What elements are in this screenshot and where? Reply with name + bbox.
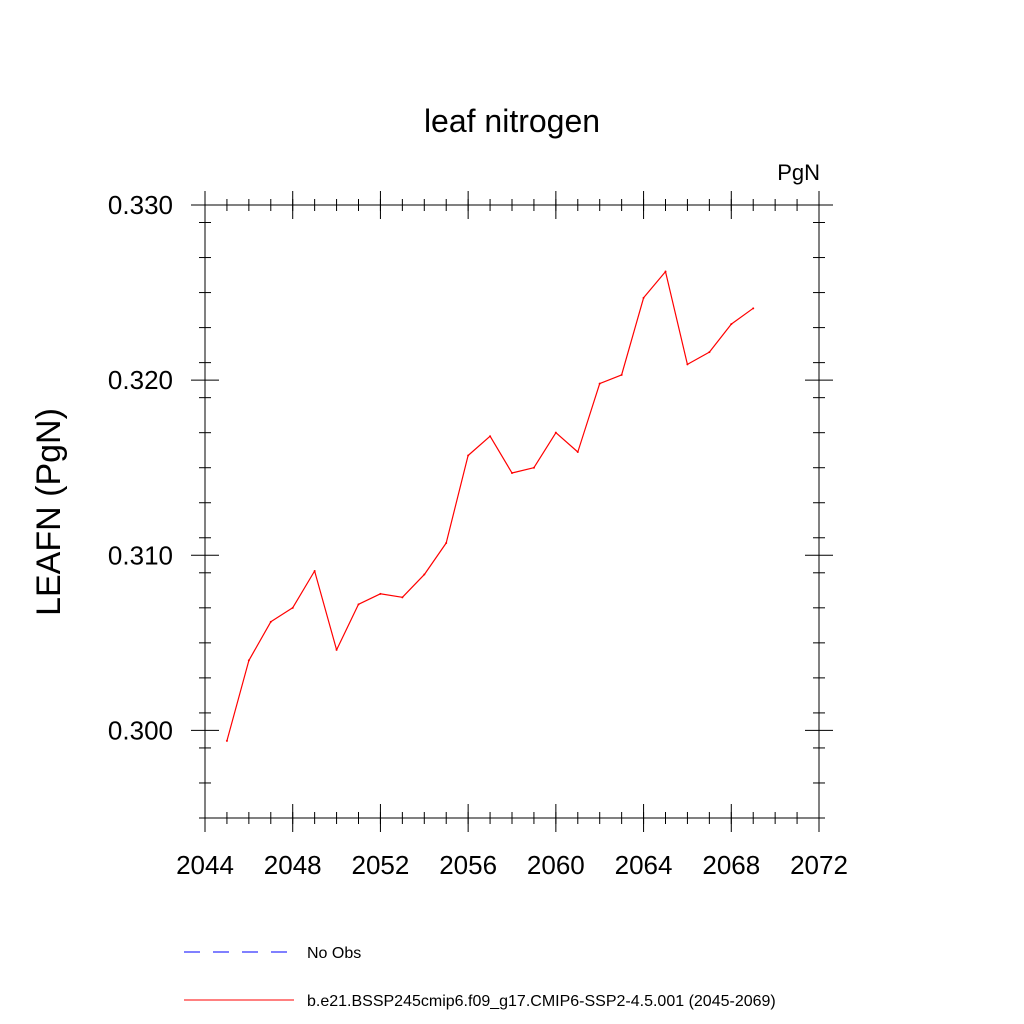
x-tick-labels: 2044 2048 2052 2056 2060 2064 2068 2072 xyxy=(176,850,848,880)
series-point xyxy=(467,454,470,457)
series-point xyxy=(576,450,579,453)
x-tick-label: 2052 xyxy=(352,850,410,880)
series-point xyxy=(335,648,338,651)
series-point xyxy=(247,659,250,662)
series-point xyxy=(730,323,733,326)
y-tick-label: 0.330 xyxy=(108,190,173,220)
plot-area-border xyxy=(204,204,820,819)
series-point xyxy=(313,570,316,573)
series-point xyxy=(686,363,689,366)
series-layer xyxy=(225,270,755,742)
legend-label: No Obs xyxy=(307,945,361,962)
series-point xyxy=(357,603,360,606)
series-point xyxy=(532,466,535,469)
series-point xyxy=(401,596,404,599)
minor-ticks xyxy=(199,199,825,824)
series-point xyxy=(620,373,623,376)
x-tick-label: 2068 xyxy=(702,850,760,880)
series-point xyxy=(291,606,294,609)
series-point xyxy=(642,296,645,299)
series-point xyxy=(269,620,272,623)
y-tick-label: 0.310 xyxy=(108,540,173,570)
y-tick-label: 0.300 xyxy=(108,715,173,745)
series-point xyxy=(554,431,557,434)
chart-title: leaf nitrogen xyxy=(424,103,600,139)
x-tick-label: 2060 xyxy=(527,850,585,880)
x-tick-label: 2044 xyxy=(176,850,234,880)
units-label: PgN xyxy=(777,160,820,185)
series-line xyxy=(226,271,754,742)
series-point xyxy=(379,592,382,595)
legend: No Obs b.e21.BSSP245cmip6.f09_g17.CMIP6-S… xyxy=(184,945,776,1010)
plot-frame xyxy=(204,204,820,819)
series-point xyxy=(708,351,711,354)
x-tick-label: 2048 xyxy=(264,850,322,880)
legend-label: b.e21.BSSP245cmip6.f09_g17.CMIP6-SSP2-4.… xyxy=(307,993,776,1010)
x-tick-label: 2072 xyxy=(790,850,848,880)
y-axis-label: LEAFN (PgN) xyxy=(30,408,68,616)
series-point xyxy=(664,270,667,273)
y-tick-label: 0.320 xyxy=(108,365,173,395)
series-point xyxy=(489,435,492,438)
series-point xyxy=(225,739,228,742)
series-point xyxy=(598,382,601,385)
series-point xyxy=(511,471,513,474)
series-point xyxy=(445,542,448,545)
y-tick-labels: 0.300 0.310 0.320 0.330 xyxy=(108,190,173,745)
series-point xyxy=(423,573,426,576)
series-point xyxy=(752,307,755,310)
x-tick-label: 2056 xyxy=(439,850,497,880)
major-ticks xyxy=(191,191,833,832)
x-tick-label: 2064 xyxy=(615,850,673,880)
